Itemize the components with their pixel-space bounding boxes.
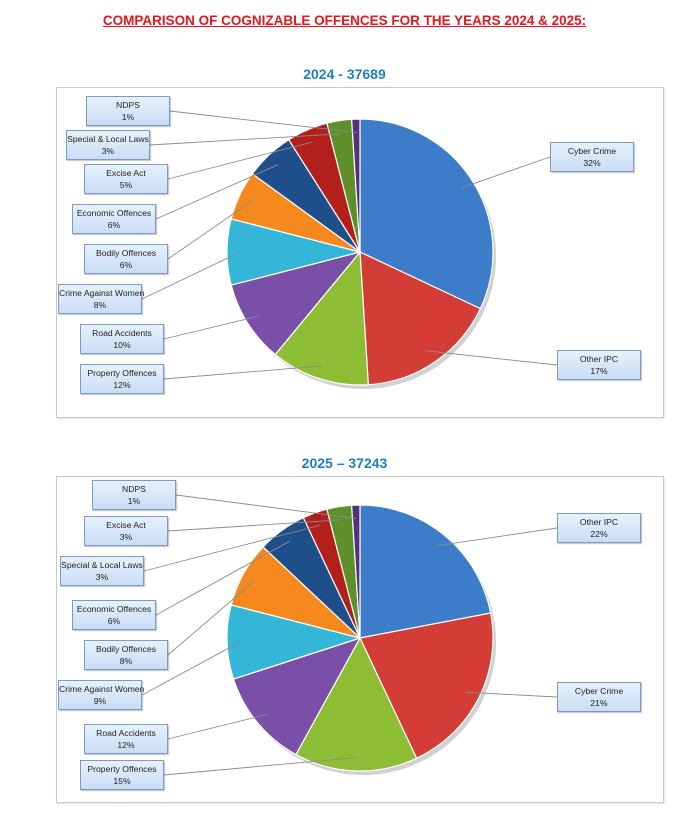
data-label: NDPS 1% xyxy=(86,96,170,126)
data-label: Bodily Offences 6% xyxy=(84,244,168,274)
data-label-name: Other IPC xyxy=(579,517,619,527)
data-label: Economic Offences 6% xyxy=(72,204,156,234)
page-title: COMPARISON OF COGNIZABLE OFFENCES FOR TH… xyxy=(102,13,587,28)
data-label: Other IPC 17% xyxy=(557,350,641,380)
data-label-value: 3% xyxy=(95,572,109,582)
pie-slice-ndps xyxy=(351,118,361,253)
data-label-value: 12% xyxy=(117,740,135,750)
data-label-name: Other IPC xyxy=(579,354,619,364)
leader-line xyxy=(436,527,558,547)
data-label-name: Crime Against Women xyxy=(59,288,145,298)
data-label: Road Accidents 10% xyxy=(80,324,164,354)
leader-line xyxy=(167,579,256,656)
data-label-value: 12% xyxy=(113,380,131,390)
leader-line xyxy=(167,141,313,180)
leader-line xyxy=(167,519,342,532)
data-label-value: 9% xyxy=(93,696,107,706)
data-label-name: Bodily Offences xyxy=(95,248,157,258)
data-label-name: Cyber Crime xyxy=(574,686,624,696)
data-label-name: Economic Offences xyxy=(76,604,152,614)
data-label: Cyber Crime 32% xyxy=(550,142,634,172)
data-label-value: 6% xyxy=(107,616,121,626)
data-label-value: 17% xyxy=(590,366,608,376)
data-label-name: NDPS xyxy=(122,484,146,494)
data-label: NDPS 1% xyxy=(92,480,176,510)
data-label-value: 1% xyxy=(127,496,141,506)
data-label-value: 21% xyxy=(590,698,608,708)
data-label-value: 6% xyxy=(107,220,121,230)
leader-line xyxy=(155,540,290,616)
pie-slice-road-accidents xyxy=(232,636,362,756)
data-label: Other IPC 22% xyxy=(557,513,641,543)
pie-slice-other-ipc xyxy=(359,504,492,639)
pie-2024 xyxy=(226,118,496,389)
leader-line xyxy=(460,156,551,189)
data-label-name: Special & Local Laws xyxy=(67,134,149,144)
data-label-name: Economic Offences xyxy=(76,208,152,218)
data-label: Excise Act 3% xyxy=(84,516,168,546)
data-label-value: 32% xyxy=(583,158,601,168)
data-label-name: Excise Act xyxy=(106,520,146,530)
leader-line xyxy=(427,350,558,366)
leader-line xyxy=(149,133,342,146)
data-label-name: Special & Local Laws xyxy=(61,560,143,570)
data-label: Special & Local Laws 3% xyxy=(60,556,144,586)
leader-line xyxy=(143,524,320,572)
pie-2025 xyxy=(226,504,496,775)
data-label: Economic Offences 6% xyxy=(72,600,156,630)
data-label: Bodily Offences 8% xyxy=(84,640,168,670)
data-label: Property Offences 15% xyxy=(80,760,164,790)
data-label-value: 6% xyxy=(119,260,133,270)
pie-slice-property-offences xyxy=(274,250,369,386)
data-label-value: 8% xyxy=(93,300,107,310)
leader-line xyxy=(175,494,357,519)
pie-slice-property-offences xyxy=(295,636,418,772)
pie-slice-road-accidents xyxy=(230,250,362,356)
data-label-value: 8% xyxy=(119,656,133,666)
leader-line xyxy=(167,713,268,740)
leader-line xyxy=(163,757,357,776)
data-label-value: 1% xyxy=(121,112,135,122)
pie-slice-cyber-crime xyxy=(359,612,494,760)
data-label-name: Crime Against Women xyxy=(59,684,145,694)
leader-line xyxy=(155,164,279,220)
data-label-value: 22% xyxy=(590,529,608,539)
data-label-name: Property Offences xyxy=(87,764,157,774)
data-label-name: Road Accidents xyxy=(92,328,152,338)
data-label-name: Excise Act xyxy=(106,168,146,178)
leader-line xyxy=(163,365,324,380)
chart-title-2024: 2024 - 37689 xyxy=(303,66,386,82)
pie-slice-ndps xyxy=(351,504,361,639)
leader-line xyxy=(167,200,252,260)
leader-line xyxy=(141,251,241,300)
pie-slice-cyber-crime xyxy=(359,118,494,310)
leader-line xyxy=(163,315,260,340)
data-label-name: Property Offences xyxy=(87,368,157,378)
chart-title-2025: 2025 – 37243 xyxy=(301,455,388,471)
data-label-value: 15% xyxy=(113,776,131,786)
data-label: Road Accidents 12% xyxy=(84,724,168,754)
leader-line xyxy=(466,691,558,698)
data-label: Crime Against Women 9% xyxy=(58,680,145,710)
data-label-value: 3% xyxy=(119,532,133,542)
data-label: Cyber Crime 21% xyxy=(557,682,641,712)
data-label: Property Offences 12% xyxy=(80,364,164,394)
data-label: Crime Against Women 8% xyxy=(58,284,145,314)
pie-slice-other-ipc xyxy=(359,251,482,386)
data-label: Special & Local Laws 3% xyxy=(66,130,150,160)
leader-line xyxy=(141,641,241,696)
data-label-value: 10% xyxy=(113,340,131,350)
leader-line xyxy=(169,110,357,133)
data-label-name: NDPS xyxy=(116,100,140,110)
data-label-name: Cyber Crime xyxy=(567,146,617,156)
data-label-name: Road Accidents xyxy=(96,728,156,738)
data-label-name: Bodily Offences xyxy=(95,644,157,654)
data-label-value: 3% xyxy=(101,146,115,156)
data-label-value: 5% xyxy=(119,180,133,190)
data-label: Excise Act 5% xyxy=(84,164,168,194)
